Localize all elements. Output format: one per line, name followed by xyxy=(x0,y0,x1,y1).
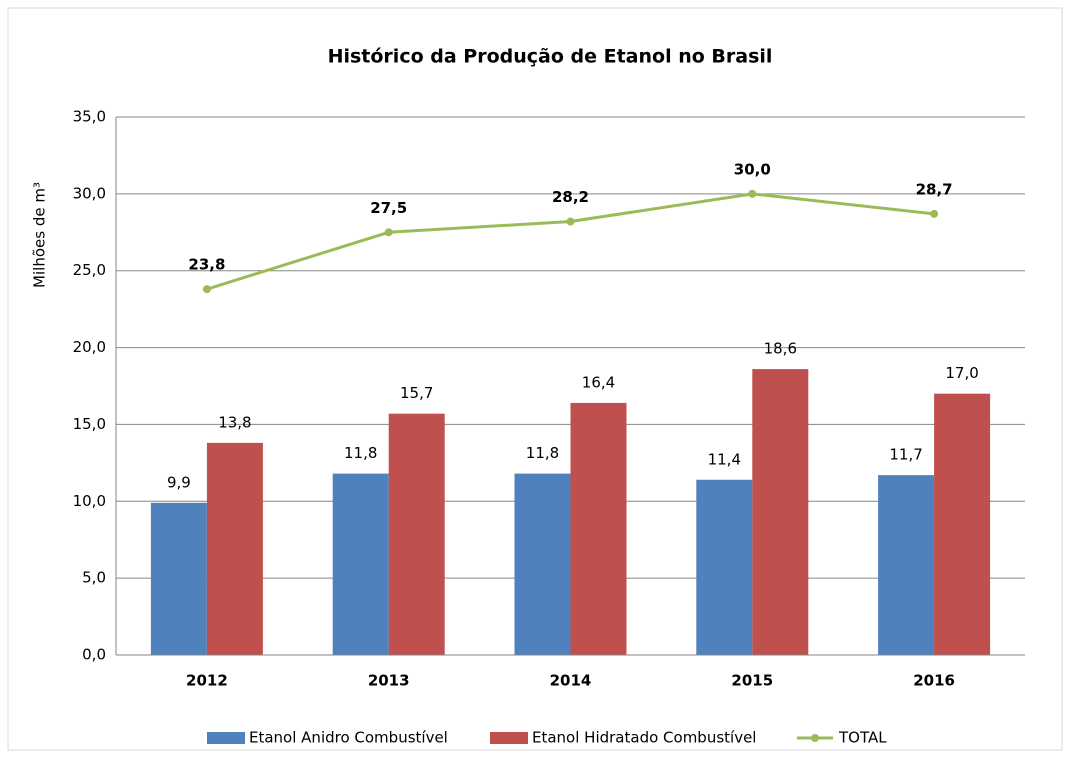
y-axis-label: Milhões de m³ xyxy=(31,182,49,288)
data-label: 11,8 xyxy=(526,444,559,462)
chart-title: Histórico da Produção de Etanol no Brasi… xyxy=(328,46,773,68)
bar xyxy=(934,393,991,655)
bar xyxy=(332,473,389,655)
data-label: 23,8 xyxy=(188,256,225,274)
y-tick-label: 30,0 xyxy=(73,184,106,202)
bar xyxy=(388,413,445,655)
bar xyxy=(878,475,935,655)
data-label: 9,9 xyxy=(167,473,191,491)
data-label: 11,4 xyxy=(708,450,741,468)
data-label: 11,7 xyxy=(889,446,922,464)
data-label: 16,4 xyxy=(582,373,615,391)
data-label: 30,0 xyxy=(734,160,771,178)
line-point xyxy=(202,285,211,294)
x-tick-label: 2015 xyxy=(731,672,773,690)
data-label: 28,7 xyxy=(916,180,953,198)
x-tick-label: 2014 xyxy=(550,672,592,690)
line-point xyxy=(384,228,393,237)
y-tick-label: 5,0 xyxy=(82,569,106,587)
bar xyxy=(570,402,627,655)
x-tick-label: 2012 xyxy=(186,672,228,690)
y-tick-label: 10,0 xyxy=(73,492,106,510)
legend-swatch xyxy=(490,732,528,744)
line-point xyxy=(566,217,575,226)
bar xyxy=(752,369,809,655)
legend-label: Etanol Anidro Combustível xyxy=(249,729,448,747)
data-label: 28,2 xyxy=(552,188,589,206)
y-tick-label: 20,0 xyxy=(73,338,106,356)
x-tick-label: 2016 xyxy=(913,672,955,690)
bar xyxy=(206,442,263,655)
data-label: 11,8 xyxy=(344,444,377,462)
legend-label: TOTAL xyxy=(838,729,887,747)
y-tick-label: 25,0 xyxy=(73,261,106,279)
legend-swatch xyxy=(811,734,819,742)
line-point xyxy=(930,209,939,218)
data-label: 17,0 xyxy=(945,364,978,382)
legend-label: Etanol Hidratado Combustível xyxy=(532,729,756,747)
bar xyxy=(514,473,571,655)
x-tick-label: 2013 xyxy=(368,672,410,690)
y-tick-label: 0,0 xyxy=(82,646,106,664)
y-tick-label: 15,0 xyxy=(73,415,106,433)
legend-swatch xyxy=(207,732,245,744)
line-point xyxy=(748,189,757,198)
data-label: 13,8 xyxy=(218,413,251,431)
y-tick-label: 35,0 xyxy=(73,108,106,126)
data-label: 27,5 xyxy=(370,199,407,217)
data-label: 15,7 xyxy=(400,384,433,402)
bar xyxy=(696,479,753,655)
bar xyxy=(150,502,207,655)
data-label: 18,6 xyxy=(764,340,797,358)
